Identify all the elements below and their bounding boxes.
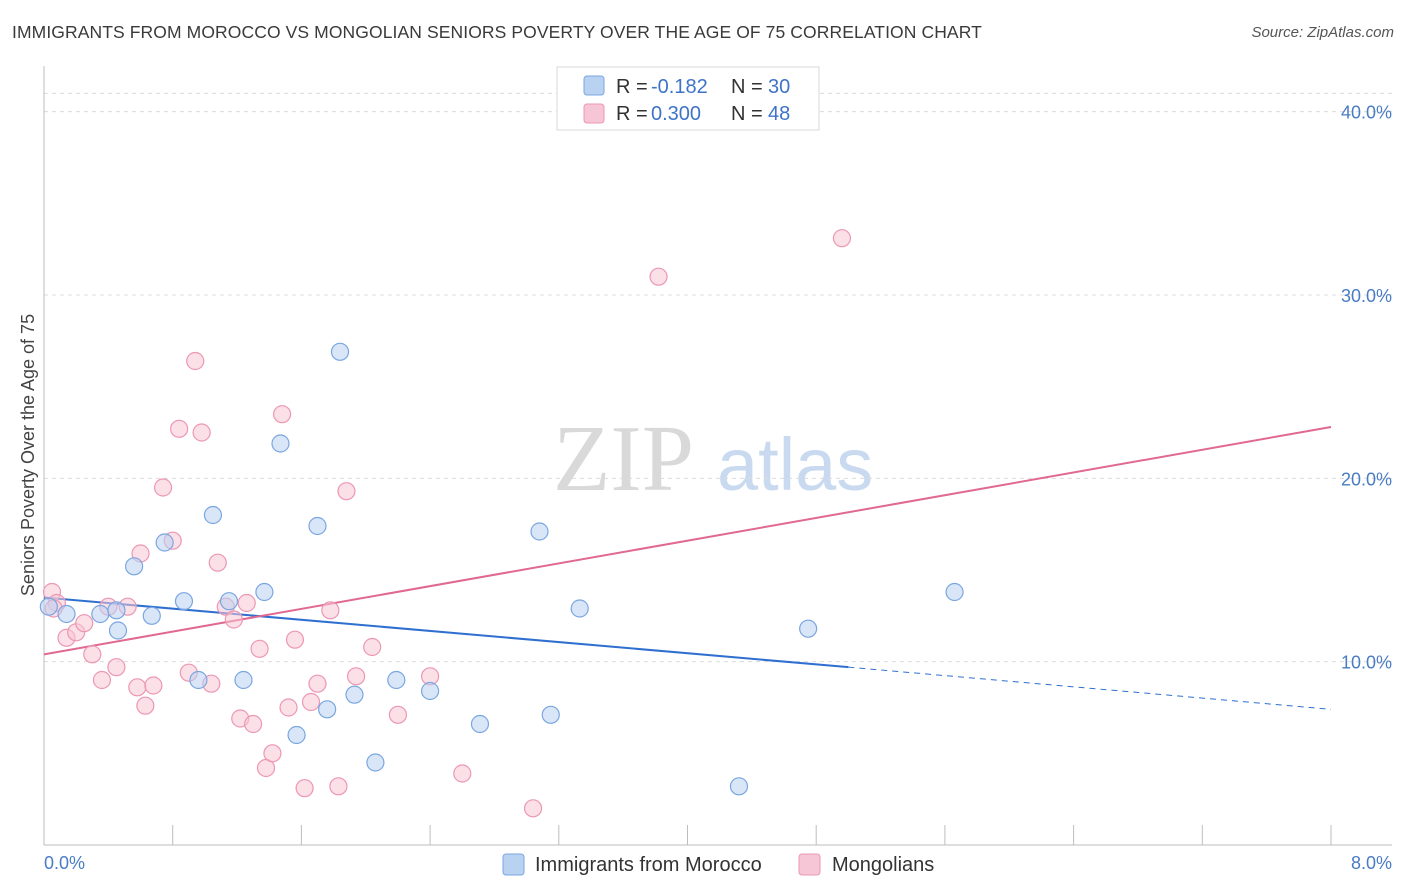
data-point-mongolians	[523, 799, 543, 818]
data-point-morocco	[570, 599, 589, 618]
data-point-morocco	[255, 582, 274, 602]
data-points	[39, 229, 964, 818]
data-point-mongolians	[83, 645, 102, 664]
legend-swatch-pink	[583, 103, 605, 124]
trend-line-mongolians	[43, 426, 1332, 656]
legend-swatch-blue	[583, 75, 605, 96]
data-point-morocco	[234, 670, 253, 690]
data-point-mongolians	[272, 405, 292, 424]
data-point-morocco	[271, 434, 290, 453]
data-point-mongolians	[263, 744, 282, 763]
data-point-mongolians	[128, 678, 147, 697]
trend-lines	[43, 426, 1332, 710]
data-point-morocco	[330, 342, 350, 361]
legend-r-label-pink: R =	[616, 103, 648, 125]
data-point-mongolians	[186, 351, 205, 371]
data-point-morocco	[155, 533, 174, 552]
x-tick-label-min: 0.0%	[44, 853, 85, 873]
legend: R = -0.182 N = 30 R = 0.300 N = 48	[556, 66, 820, 131]
data-point-morocco	[174, 592, 194, 611]
trend-line-morocco	[43, 596, 849, 669]
data-point-mongolians	[285, 630, 305, 649]
data-point-mongolians	[250, 639, 269, 658]
data-point-mongolians	[136, 696, 155, 715]
y-tick-label: 30.0%	[1341, 286, 1392, 306]
data-point-morocco	[318, 700, 337, 719]
source-note: Source: ZipAtlas.com	[1251, 24, 1394, 41]
data-point-mongolians	[224, 610, 243, 629]
data-point-morocco	[91, 604, 110, 624]
data-point-morocco	[107, 601, 126, 620]
data-point-morocco	[108, 621, 128, 640]
data-point-morocco	[308, 516, 327, 536]
data-point-mongolians	[153, 478, 173, 497]
data-point-mongolians	[237, 593, 256, 613]
data-point-mongolians	[107, 658, 126, 677]
watermark-atlas: atlas	[717, 423, 873, 506]
legend-n-label-pink: N =	[731, 103, 763, 125]
data-point-morocco	[219, 592, 239, 611]
data-point-morocco	[387, 670, 406, 690]
bottom-legend-swatch-blue	[502, 853, 525, 876]
axes	[43, 66, 1392, 846]
data-point-morocco	[345, 685, 364, 704]
data-point-morocco	[287, 725, 306, 745]
legend-r-value-pink: 0.300	[651, 103, 701, 125]
data-point-mongolians	[321, 601, 340, 620]
data-point-morocco	[39, 597, 58, 616]
data-point-mongolians	[308, 674, 327, 693]
data-point-morocco	[366, 753, 385, 772]
data-point-morocco	[799, 619, 818, 638]
data-point-morocco	[57, 604, 76, 624]
data-point-morocco	[124, 557, 144, 576]
data-point-morocco	[142, 606, 161, 625]
data-point-mongolians	[329, 777, 348, 796]
bottom-legend: Immigrants from Morocco Mongolians	[502, 853, 934, 876]
data-point-mongolians	[279, 698, 298, 717]
tick-labels: 10.0% 20.0% 30.0% 40.0% 0.0% 8.0%	[44, 103, 1392, 873]
data-point-mongolians	[649, 267, 668, 286]
bottom-legend-label-pink: Mongolians	[832, 854, 934, 876]
data-point-mongolians	[453, 764, 472, 783]
legend-n-value-pink: 48	[768, 103, 790, 125]
y-tick-label: 10.0%	[1341, 653, 1392, 673]
data-point-mongolians	[192, 423, 211, 442]
data-point-mongolians	[92, 670, 112, 690]
data-point-morocco	[203, 505, 223, 525]
chart-title: IMMIGRANTS FROM MOROCCO VS MONGOLIAN SEN…	[12, 22, 982, 42]
bottom-legend-swatch-pink	[798, 853, 821, 876]
data-point-morocco	[541, 705, 560, 724]
data-point-morocco	[470, 714, 490, 734]
data-point-mongolians	[832, 229, 852, 248]
data-point-morocco	[945, 582, 964, 602]
legend-r-label-blue: R =	[616, 76, 648, 98]
data-point-morocco	[530, 522, 549, 541]
bottom-legend-label-blue: Immigrants from Morocco	[535, 854, 762, 876]
data-point-morocco	[421, 681, 440, 701]
data-point-mongolians	[363, 637, 382, 657]
watermark-zip: ZIP	[553, 407, 694, 511]
data-point-mongolians	[144, 676, 163, 695]
data-point-mongolians	[170, 419, 189, 438]
x-tick-label-max: 8.0%	[1351, 853, 1392, 873]
legend-n-value-blue: 30	[768, 76, 790, 98]
y-axis-label: Seniors Poverty Over the Age of 75	[18, 314, 38, 596]
data-point-mongolians	[208, 553, 227, 572]
data-point-mongolians	[301, 692, 321, 712]
legend-r-value-blue: -0.182	[651, 76, 708, 98]
data-point-mongolians	[346, 667, 366, 686]
data-point-mongolians	[388, 705, 408, 724]
trend-line-morocco-extrapolated	[848, 666, 1332, 710]
y-tick-label: 20.0%	[1341, 469, 1392, 489]
y-tick-label: 40.0%	[1341, 103, 1392, 123]
legend-n-label-blue: N =	[731, 76, 763, 98]
gridlines	[44, 92, 1392, 663]
data-point-morocco	[729, 777, 749, 796]
data-point-mongolians	[295, 779, 314, 798]
data-point-mongolians	[75, 614, 94, 633]
data-point-morocco	[189, 670, 208, 690]
data-point-mongolians	[337, 482, 356, 501]
data-point-mongolians	[244, 714, 263, 734]
